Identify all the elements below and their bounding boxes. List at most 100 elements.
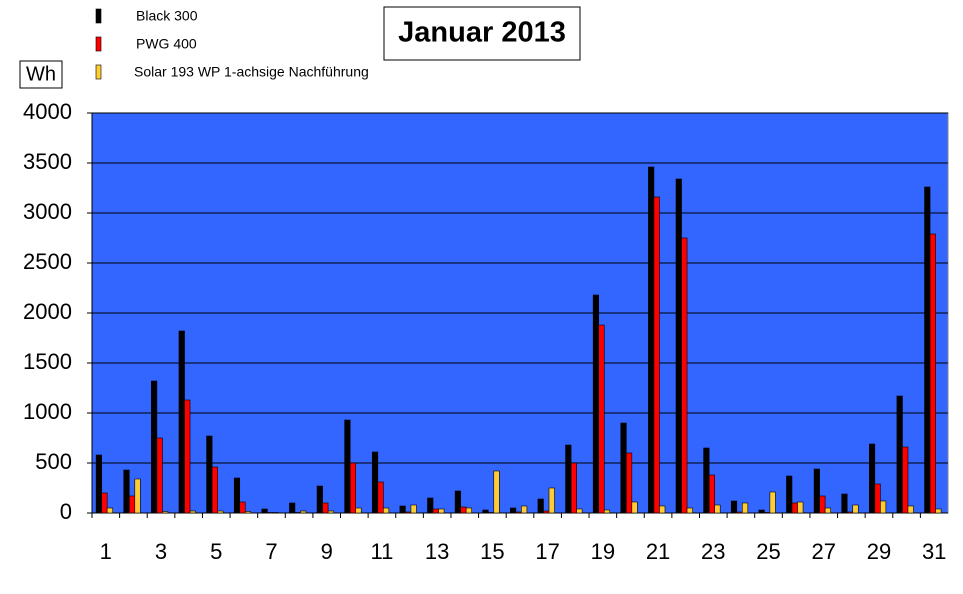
bar — [410, 504, 417, 514]
y-tick-label: 1500 — [23, 349, 72, 374]
bar — [924, 186, 931, 514]
bar — [598, 324, 605, 514]
bar — [217, 510, 224, 514]
bar — [465, 507, 472, 514]
legend-label: Black 300 — [136, 8, 198, 24]
bar — [631, 501, 638, 514]
bar — [244, 511, 252, 514]
bar — [101, 492, 108, 514]
bar — [626, 452, 633, 514]
bar — [730, 500, 738, 514]
legend-swatch — [95, 64, 102, 80]
bar — [399, 505, 406, 514]
legend-swatch — [95, 8, 102, 24]
bar — [576, 508, 583, 514]
x-tick-label: 11 — [371, 539, 394, 564]
bar — [714, 504, 721, 514]
bar — [852, 504, 859, 514]
bar — [211, 466, 218, 514]
bar — [233, 477, 241, 514]
bar — [162, 511, 169, 514]
bar — [565, 444, 572, 514]
y-axis-label: Wh — [26, 63, 56, 85]
bar — [824, 507, 831, 514]
bar — [648, 166, 655, 514]
y-tick-label: 2000 — [23, 299, 72, 324]
bar — [261, 508, 268, 514]
bar — [510, 507, 517, 514]
bar — [935, 508, 942, 514]
bar — [603, 509, 611, 514]
bar — [659, 505, 666, 514]
bar — [239, 501, 246, 514]
bar — [537, 498, 544, 514]
bar — [620, 422, 627, 514]
bar — [902, 446, 909, 514]
bar — [653, 196, 660, 514]
x-tick-label: 13 — [425, 539, 449, 564]
bar — [741, 502, 749, 514]
legend-label: Solar 193 WP 1-achsige Nachführung — [134, 64, 369, 80]
bar — [841, 493, 848, 514]
bar — [206, 435, 213, 514]
bar — [327, 510, 334, 514]
x-tick-label: 17 — [535, 539, 559, 564]
bar — [134, 478, 141, 514]
x-tick-label: 15 — [480, 539, 504, 564]
bar — [482, 509, 489, 514]
y-label-box — [19, 60, 63, 89]
bar — [189, 510, 196, 514]
x-tick-label: 27 — [811, 539, 835, 564]
title-box — [383, 6, 581, 61]
bar — [813, 468, 820, 514]
bar — [764, 512, 771, 514]
y-tick-label: 2500 — [23, 249, 72, 274]
bar — [487, 512, 495, 514]
bar — [515, 511, 522, 514]
chart-title: Januar 2013 — [398, 17, 566, 49]
bar — [272, 512, 279, 514]
bar — [493, 470, 500, 514]
bar — [703, 447, 710, 514]
bar — [846, 511, 854, 514]
y-tick-label: 500 — [35, 449, 72, 474]
bar — [432, 508, 439, 514]
bar — [758, 509, 765, 514]
x-tick-label: 7 — [265, 539, 277, 564]
bar — [438, 508, 445, 514]
y-tick-label: 0 — [60, 499, 72, 524]
bar — [184, 399, 191, 514]
bar — [95, 454, 102, 514]
bar — [322, 502, 329, 514]
x-tick-label: 5 — [210, 539, 222, 564]
bar — [907, 505, 914, 514]
bar — [267, 512, 274, 514]
x-tick-label: 25 — [756, 539, 780, 564]
bar — [294, 512, 301, 514]
bar — [371, 451, 379, 514]
bar — [570, 462, 577, 514]
x-tick-label: 9 — [321, 539, 333, 564]
bar — [106, 507, 114, 514]
bar — [454, 490, 461, 514]
x-tick-label: 23 — [701, 539, 725, 564]
y-tick-label: 4000 — [23, 99, 72, 124]
bar — [521, 505, 528, 514]
bar — [592, 294, 599, 514]
bar — [819, 495, 826, 514]
bar — [874, 483, 881, 514]
y-tick-label: 3500 — [23, 149, 72, 174]
bar — [769, 491, 776, 514]
bar — [675, 178, 682, 514]
x-tick-label: 3 — [155, 539, 167, 564]
x-tick-label: 31 — [922, 539, 946, 564]
bar — [543, 510, 550, 514]
bar — [736, 511, 743, 514]
y-tick-label: 3000 — [23, 199, 72, 224]
bar — [786, 475, 793, 514]
bar — [791, 502, 798, 514]
bar — [289, 502, 296, 514]
legend-label: PWG 400 — [136, 36, 197, 52]
y-tick-label: 1000 — [23, 399, 72, 424]
